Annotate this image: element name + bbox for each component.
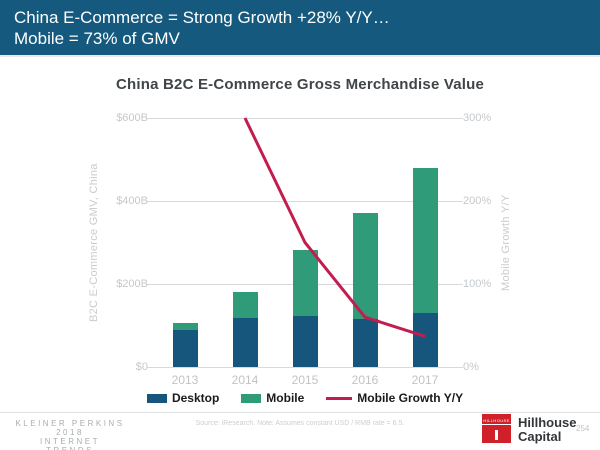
source-note: Source: iResearch. Note: Assumes constan… <box>195 420 405 427</box>
bar-2015-desktop <box>292 315 318 367</box>
x-tick-label: 2013 <box>171 373 199 387</box>
y-tick-right: 200% <box>463 195 492 207</box>
right-axis-label: Mobile Growth Y/Y <box>500 194 512 291</box>
left-axis-label: B2C E-Commerce GMV, China <box>88 163 100 322</box>
header-line-1: China E-Commerce = Strong Growth +28% Y/… <box>14 8 390 27</box>
y-tick-right: 300% <box>463 112 492 124</box>
legend-label: Mobile Growth Y/Y <box>357 391 464 405</box>
hillhouse-logo-mark <box>495 430 498 440</box>
bar-2013-mobile <box>172 322 198 330</box>
plot-area <box>147 117 463 368</box>
y-tick-right: 100% <box>463 278 492 290</box>
legend-swatch <box>326 396 353 400</box>
hillhouse-logo-text: HILLHOUSE <box>482 418 511 425</box>
gridline <box>147 117 463 119</box>
y-tick-left: $0 <box>135 361 148 373</box>
bar-2017-mobile <box>412 168 438 314</box>
brand-line: INTERNET TRENDS <box>40 437 100 450</box>
hillhouse-logo: HILLHOUSE <box>482 414 511 443</box>
bar-2014-desktop <box>232 318 258 367</box>
footer-divider <box>0 412 600 413</box>
bar-2014-mobile <box>232 291 258 319</box>
growth-line-layer <box>243 117 426 338</box>
legend-item-mobile: Mobile <box>241 391 304 405</box>
growth-line <box>243 117 426 338</box>
chart-legend: Desktop Mobile Mobile Growth Y/Y <box>146 391 463 405</box>
legend-item-mobile-growth-y-y: Mobile Growth Y/Y <box>326 391 463 405</box>
y-tick-left: $200B <box>116 278 148 290</box>
page-number: 254 <box>576 424 590 433</box>
gridline <box>147 366 463 368</box>
header-line-2: Mobile = 73% of GMV <box>14 29 180 48</box>
brand-line: KLEINER PERKINS <box>15 419 125 428</box>
legend-swatch <box>146 393 167 403</box>
gridline <box>147 200 463 202</box>
bar-2013-desktop <box>172 329 198 367</box>
y-tick-right: 0% <box>463 361 479 373</box>
hillhouse-name: Hillhouse Capital <box>518 415 577 444</box>
bar-2017-desktop <box>412 313 438 367</box>
legend-label: Mobile <box>266 391 305 405</box>
header-banner: China E-Commerce = Strong Growth +28% Y/… <box>0 0 600 57</box>
x-tick-label: 2016 <box>351 373 379 387</box>
x-tick-label: 2014 <box>231 373 259 387</box>
bar-2016-desktop <box>352 319 378 367</box>
legend-label: Desktop <box>171 391 220 405</box>
y-tick-left: $400B <box>116 195 148 207</box>
bar-2016-mobile <box>352 213 378 320</box>
bar-2015-mobile <box>292 249 318 316</box>
legend-swatch <box>241 393 262 403</box>
legend-item-desktop: Desktop <box>146 391 220 405</box>
brand-line: 2018 <box>56 428 84 437</box>
chart-title: China B2C E-Commerce Gross Merchandise V… <box>115 76 485 93</box>
kleiner-perkins-brand: KLEINER PERKINS 2018 INTERNET TRENDS <box>14 419 126 450</box>
x-tick-label: 2015 <box>291 373 319 387</box>
y-tick-left: $600B <box>116 112 148 124</box>
x-tick-label: 2017 <box>411 373 439 387</box>
